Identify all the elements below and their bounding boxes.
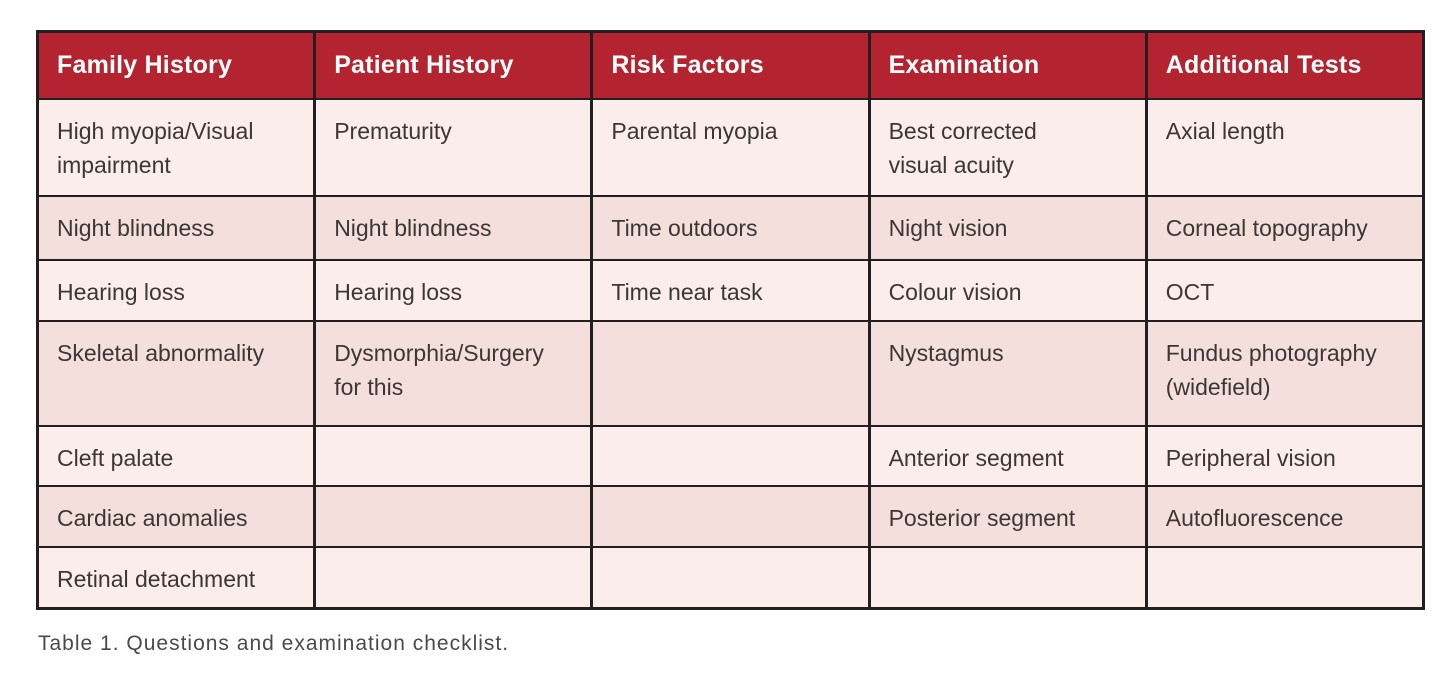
- table-cell: [590, 484, 871, 548]
- table-cell: Nystagmus: [867, 319, 1148, 427]
- table-cell: Colour vision: [867, 258, 1148, 322]
- table-row: Hearing loss Hearing loss Time near task…: [35, 258, 1426, 322]
- table-cell: Night vision: [867, 194, 1148, 261]
- table-row: Cardiac anomalies Posterior segment Auto…: [35, 484, 1426, 548]
- table-cell: [590, 545, 871, 610]
- table-cell: [867, 545, 1148, 610]
- table-cell: Skeletal abnormality: [35, 319, 317, 427]
- table-cell: Retinal detachment: [35, 545, 317, 610]
- table-cell: OCT: [1144, 258, 1426, 322]
- table-cell: Anterior segment: [867, 424, 1148, 487]
- table-row: Cleft palate Anterior segment Peripheral…: [35, 424, 1426, 487]
- table-cell: Parental myopia: [590, 97, 871, 197]
- table-cell: Night blindness: [35, 194, 317, 261]
- table-cell: Dysmorphia/Surgery for this: [313, 319, 594, 427]
- table-cell: Peripheral vision: [1144, 424, 1426, 487]
- table-container: Family History Patient History Risk Fact…: [35, 30, 1426, 610]
- table-cell: High myopia/Visual impairment: [35, 97, 317, 197]
- table-cell: Night blindness: [313, 194, 594, 261]
- table-cell: Hearing loss: [35, 258, 317, 322]
- table-cell: Prematurity: [313, 97, 594, 197]
- table-header: Family History Patient History Risk Fact…: [35, 30, 1426, 100]
- table-cell: Cardiac anomalies: [35, 484, 317, 548]
- column-header-patient-history: Patient History: [313, 30, 594, 100]
- table-cell: [313, 545, 594, 610]
- table-cell: Axial length: [1144, 97, 1426, 197]
- table-cell: [590, 424, 871, 487]
- table-cell: Time near task: [590, 258, 871, 322]
- table-row: Night blindness Night blindness Time out…: [35, 194, 1426, 261]
- table-cell: Hearing loss: [313, 258, 594, 322]
- table-cell: [313, 484, 594, 548]
- column-header-risk-factors: Risk Factors: [590, 30, 871, 100]
- table-body: High myopia/Visual impairment Prematurit…: [35, 97, 1426, 610]
- table-cell: Cleft palate: [35, 424, 317, 487]
- table-cell: [590, 319, 871, 427]
- table-cell: [1144, 545, 1426, 610]
- table-cell: Autofluorescence: [1144, 484, 1426, 548]
- table-cell: Corneal topography: [1144, 194, 1426, 261]
- header-row: Family History Patient History Risk Fact…: [35, 30, 1426, 100]
- table-cell: [313, 424, 594, 487]
- checklist-table: Family History Patient History Risk Fact…: [35, 30, 1426, 610]
- table-row: High myopia/Visual impairment Prematurit…: [35, 97, 1426, 197]
- column-header-family-history: Family History: [35, 30, 317, 100]
- table-row: Skeletal abnormality Dysmorphia/Surgery …: [35, 319, 1426, 427]
- table-cell: Best corrected visual acuity: [867, 97, 1148, 197]
- column-header-additional-tests: Additional Tests: [1144, 30, 1426, 100]
- table-cell: Posterior segment: [867, 484, 1148, 548]
- table-row: Retinal detachment: [35, 545, 1426, 610]
- table-caption: Table 1. Questions and examination check…: [38, 632, 510, 655]
- table-cell: Time outdoors: [590, 194, 871, 261]
- table-cell: Fundus photography (widefield): [1144, 319, 1426, 427]
- column-header-examination: Examination: [867, 30, 1148, 100]
